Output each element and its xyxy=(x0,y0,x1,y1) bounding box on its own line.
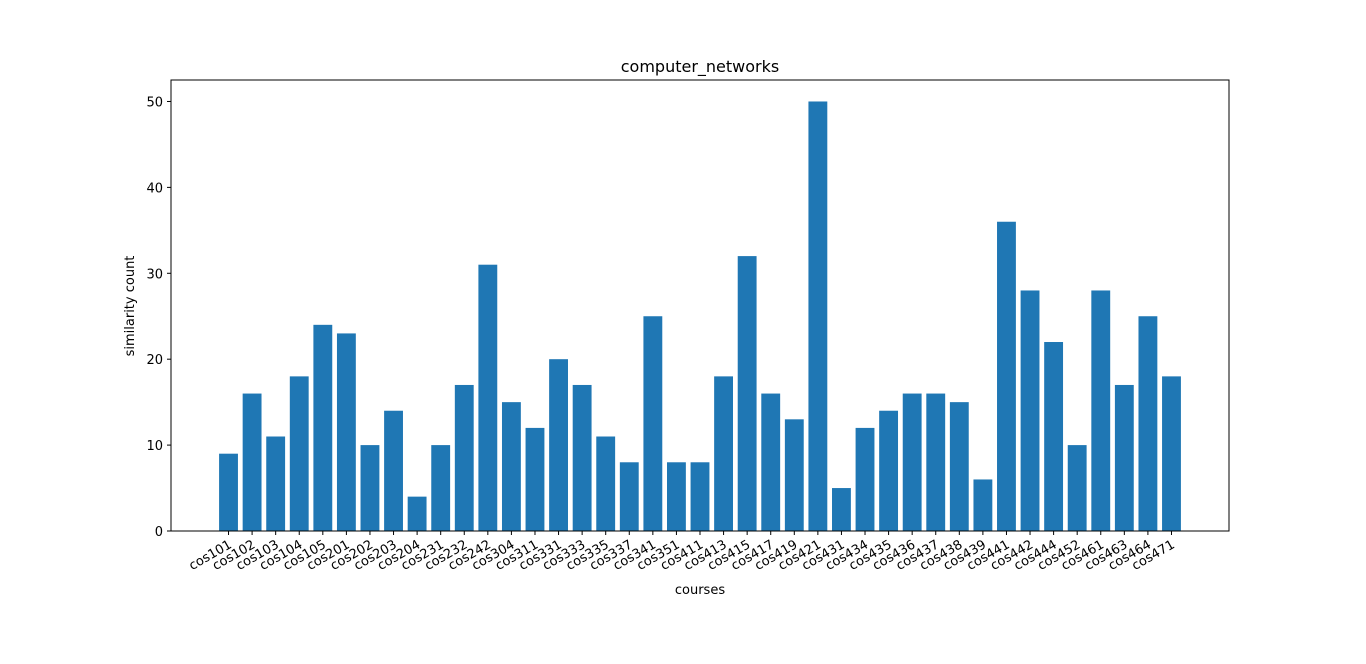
bar-cos231 xyxy=(431,445,451,531)
bar-cos304 xyxy=(501,402,521,531)
bar-cos351 xyxy=(667,462,686,531)
bar-cos464 xyxy=(1138,316,1158,531)
bar-cos104 xyxy=(289,376,309,531)
chart-title: computer_networks xyxy=(621,57,779,77)
bar-cos204 xyxy=(407,496,427,531)
bar-cos102 xyxy=(242,393,262,531)
bar-cos311 xyxy=(525,427,545,531)
bar-cos333 xyxy=(572,384,592,531)
y-tick-label: 20 xyxy=(146,353,163,368)
bar-cos444 xyxy=(1044,342,1064,531)
bar-cos203 xyxy=(384,410,403,531)
bar-cos431 xyxy=(832,488,851,531)
bar-cos439 xyxy=(973,479,993,531)
bar-cos103 xyxy=(266,436,286,531)
y-tick-label: 40 xyxy=(146,181,163,196)
y-tick-label: 10 xyxy=(146,439,163,454)
bar-cos202 xyxy=(360,445,380,531)
bar-cos105 xyxy=(313,324,333,531)
bar-cos471 xyxy=(1162,376,1181,531)
y-axis-label: similarity count xyxy=(123,256,138,357)
y-tick-label: 0 xyxy=(155,525,163,540)
bar-cos201 xyxy=(336,333,356,531)
bar-cos438 xyxy=(949,402,969,531)
bar-cos461 xyxy=(1091,290,1111,531)
bar-cos417 xyxy=(761,393,781,531)
bar-cos435 xyxy=(879,410,899,531)
bar-cos452 xyxy=(1067,445,1087,531)
bar-cos442 xyxy=(1020,290,1040,531)
bar-cos242 xyxy=(478,264,498,531)
bar-cos415 xyxy=(737,256,757,531)
bar-cos101 xyxy=(219,453,238,531)
bar-cos436 xyxy=(902,393,922,531)
x-axis-label: courses xyxy=(675,583,725,598)
bar-cos437 xyxy=(926,393,946,531)
y-tick-label: 30 xyxy=(146,267,163,282)
bar-cos421 xyxy=(808,101,828,531)
bar-cos341 xyxy=(643,316,663,531)
bar-cos337 xyxy=(619,462,639,531)
bar-cos441 xyxy=(997,221,1016,532)
bar-cos335 xyxy=(596,436,616,531)
bar-cos434 xyxy=(855,427,875,531)
bar-cos463 xyxy=(1114,384,1134,531)
bar-cos411 xyxy=(690,462,710,531)
bar-cos232 xyxy=(454,384,474,531)
y-ticks-group: 0 10 20 30 40 50 xyxy=(146,95,171,540)
x-ticks-group: cos101cos102cos103cos104cos105cos201cos2… xyxy=(187,531,1177,574)
bar-cos419 xyxy=(784,419,804,531)
y-tick-label: 50 xyxy=(146,95,163,110)
bars-group xyxy=(219,101,1181,532)
bar-cos413 xyxy=(714,376,733,531)
plot-frame xyxy=(170,79,1230,532)
bar-cos331 xyxy=(549,359,568,531)
